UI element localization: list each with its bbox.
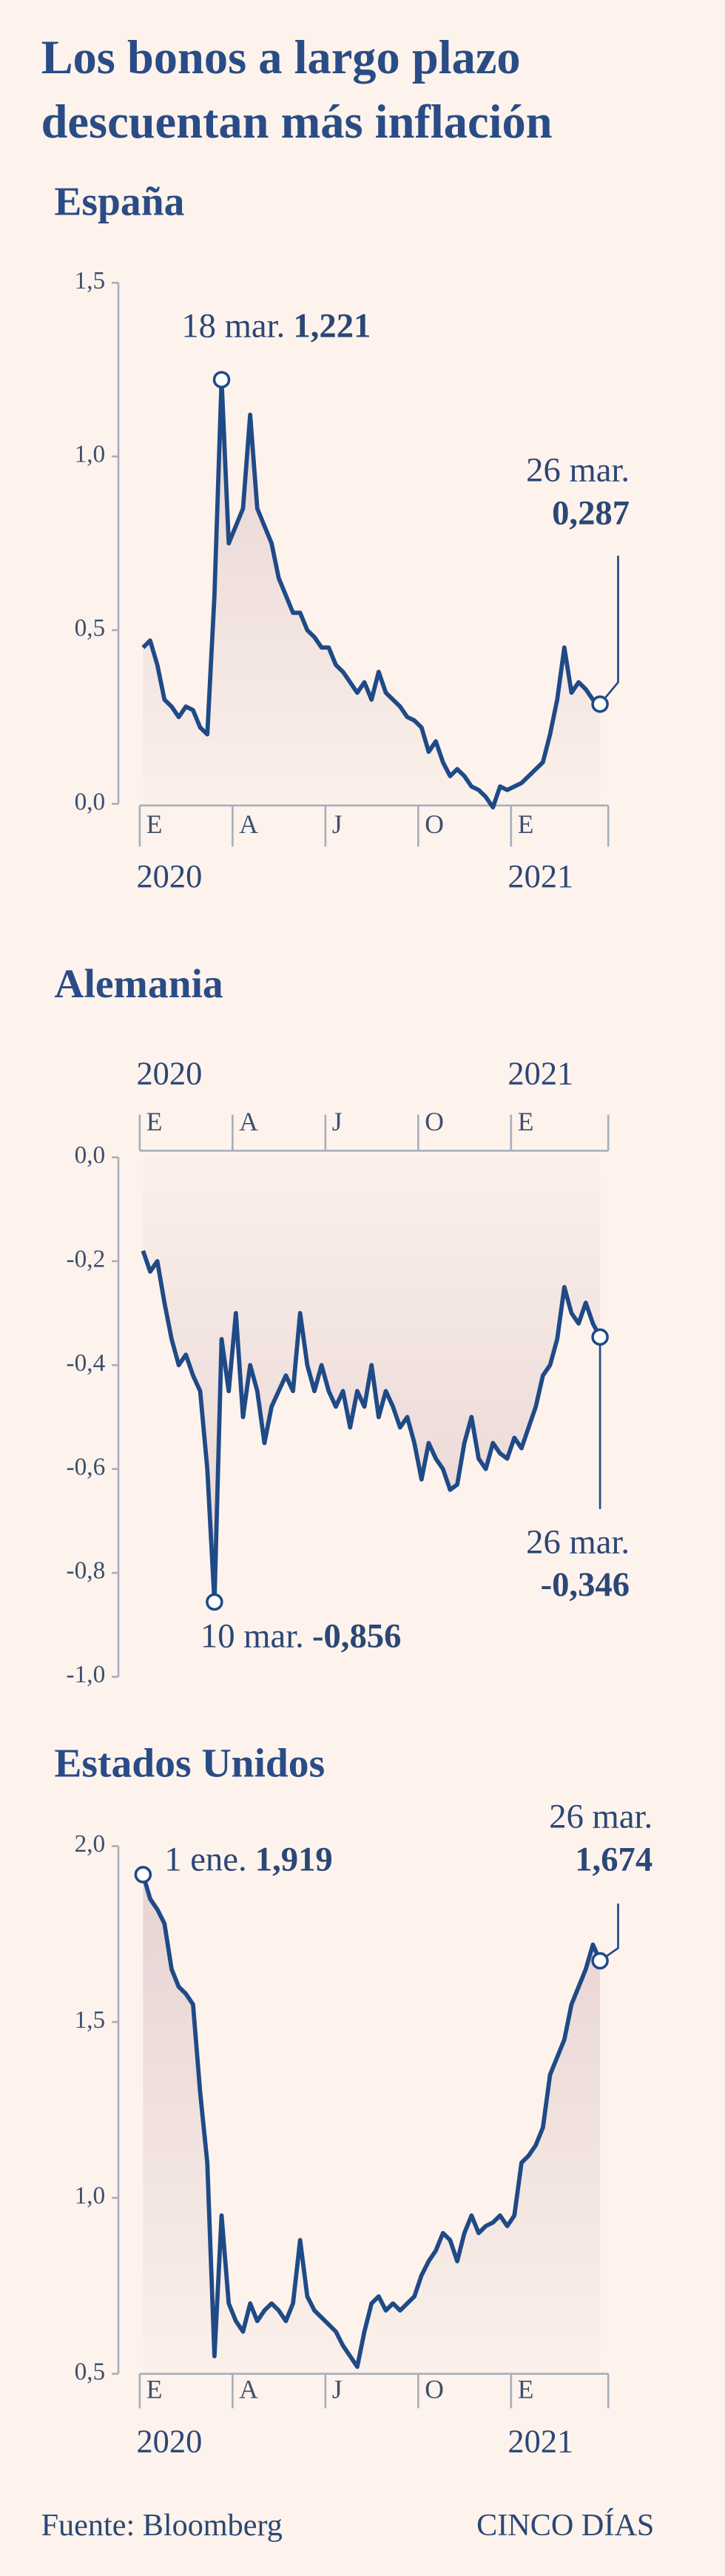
leader-line <box>599 556 619 705</box>
y-tick-label: -0,6 <box>66 1453 105 1480</box>
x-tick-label: A <box>239 2374 258 2404</box>
year-label: 2020 <box>136 857 202 894</box>
x-tick-label: O <box>425 2374 444 2404</box>
y-tick-label: 0,5 <box>75 2358 106 2385</box>
area <box>143 1874 601 2374</box>
year-label: 2021 <box>508 2422 573 2459</box>
y-tick-label: 1,0 <box>75 441 106 468</box>
leader-line <box>599 1904 619 1962</box>
x-tick-label: E <box>146 1107 163 1136</box>
y-tick-label: -0,4 <box>66 1349 105 1377</box>
x-tick-label: A <box>239 1107 258 1136</box>
annotation-value: -0,346 <box>541 1565 630 1604</box>
highlight-point <box>206 1593 223 1611</box>
y-tick-label: 1,5 <box>75 267 106 294</box>
year-label: 2021 <box>508 857 573 894</box>
area <box>143 380 601 808</box>
highlight-point <box>212 371 231 388</box>
annotation-date: 26 mar. <box>526 451 630 490</box>
y-tick-label: -0,8 <box>66 1557 105 1585</box>
annotation-value: 1,221 <box>293 306 371 345</box>
highlight-point <box>591 1328 609 1346</box>
y-tick-label: -1,0 <box>66 1661 105 1688</box>
x-tick-label: E <box>518 809 534 839</box>
line <box>141 377 601 810</box>
chart-title: España <box>54 179 184 225</box>
y-tick-label: 0,0 <box>75 788 106 815</box>
x-tick-label: J <box>332 2374 343 2404</box>
annotation-date: 10 mar. <box>200 1616 304 1655</box>
annotation-value: 0,287 <box>552 493 630 532</box>
y-tick-label: 2,0 <box>75 1830 106 1858</box>
highlight-point <box>591 695 609 713</box>
highlight-point <box>591 1952 609 1970</box>
y-tick-label: 1,0 <box>75 2182 106 2210</box>
highlight-point <box>134 1866 152 1884</box>
x-tick-label: E <box>146 809 163 839</box>
annotation-value: -0,856 <box>312 1616 402 1655</box>
x-tick-label: E <box>518 1107 534 1136</box>
x-tick-label: J <box>332 809 343 839</box>
annotation-value: 1,674 <box>575 1840 652 1878</box>
chart-title: Estados Unidos <box>54 1740 325 1786</box>
year-label: 2020 <box>136 2422 202 2459</box>
x-tick-label: E <box>146 2374 163 2404</box>
annotation: 1 ene. 1,919 <box>164 1840 333 1878</box>
x-tick-label: E <box>518 2374 534 2404</box>
x-tick-label: O <box>425 1107 444 1136</box>
y-tick-label: 0,0 <box>75 1142 106 1169</box>
line <box>141 1874 602 2370</box>
page-title-line: descuentan más inflación <box>41 95 553 148</box>
year-label: 2021 <box>508 1055 573 1092</box>
y-tick-label: -0,2 <box>66 1245 105 1272</box>
annotation: 18 mar. 1,221 <box>181 306 371 345</box>
annotation-date: 26 mar. <box>526 1523 630 1561</box>
x-tick-label: A <box>239 809 258 839</box>
x-tick-label: J <box>332 1107 343 1136</box>
annotation-value: 1,919 <box>255 1840 333 1878</box>
chart-title: Alemania <box>54 961 223 1007</box>
x-tick-label: O <box>425 809 444 839</box>
annotation: 10 mar. -0,856 <box>200 1616 402 1655</box>
annotation-date: 26 mar. <box>549 1798 652 1836</box>
source: Fuente: Bloomberg <box>41 2508 283 2543</box>
annotation-date: 18 mar. <box>181 306 285 345</box>
line <box>141 1250 602 1605</box>
brand: CINCO DÍAS <box>476 2508 654 2543</box>
y-tick-label: 0,5 <box>75 614 106 641</box>
annotation-date: 1 ene. <box>164 1840 246 1878</box>
page-title-line: Los bonos a largo plazo <box>41 31 521 84</box>
year-label: 2020 <box>136 1055 202 1092</box>
area <box>143 1157 601 1602</box>
y-tick-label: 1,5 <box>75 2006 106 2034</box>
